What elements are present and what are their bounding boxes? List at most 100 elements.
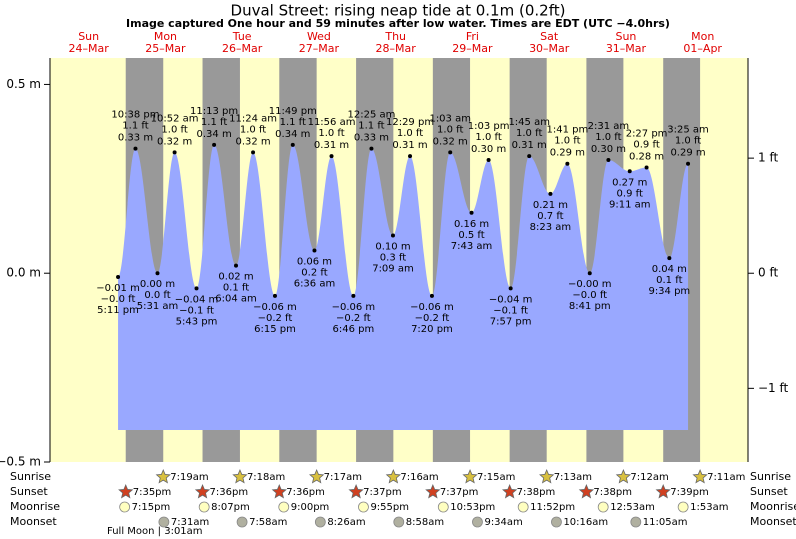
sunset-time: 7:38pm (517, 487, 556, 498)
tide-point (408, 154, 413, 159)
tide-label: 6:15 pm (254, 324, 296, 335)
tide-label: −0.1 ft (179, 305, 214, 316)
tide-label: 10:52 am (151, 113, 199, 124)
tide-label: 7:09 am (372, 263, 414, 274)
water-area (118, 144, 689, 430)
tide-label: −0.04 m (175, 294, 219, 305)
tide-label: 6:46 pm (333, 324, 375, 335)
chart-subtitle: Image captured One hour and 59 minutes a… (126, 17, 670, 30)
tide-point (667, 256, 672, 261)
tide-label: 5:11 pm (97, 305, 139, 316)
tide-label: 1.0 ft (554, 136, 580, 147)
tide-label: 0.16 m (454, 219, 489, 230)
tide-label: −0.2 ft (415, 313, 450, 324)
tide-point (606, 157, 611, 162)
tide-label: 9:11 am (609, 199, 651, 210)
tide-label: 11:49 pm (269, 106, 317, 117)
tide-label: 11:56 am (308, 117, 356, 128)
tide-label: 0.06 m (297, 257, 332, 268)
tide-label: 2:31 am (588, 121, 630, 132)
tide-point (172, 150, 177, 155)
day-date: 29–Mar (452, 42, 493, 55)
tide-label: 0.31 m (314, 140, 349, 151)
tide-label: 5:43 pm (176, 316, 218, 327)
sunrise-icon (385, 468, 401, 484)
day-date: 25–Mar (145, 42, 186, 55)
row-label: Sunset (750, 485, 788, 498)
moonrise-icon (278, 501, 290, 513)
tide-label: −0.06 m (410, 302, 454, 313)
tide-label: 0.30 m (471, 144, 506, 155)
tide-point (429, 293, 434, 298)
tide-point (194, 286, 199, 291)
tide-label: 1.1 ft (122, 121, 148, 132)
sunrise-time: 7:17am (324, 472, 362, 483)
tide-label: 1.0 ft (595, 132, 621, 143)
day-date: 01–Apr (683, 42, 722, 55)
tide-point (627, 169, 632, 174)
tide-label: 0.32 m (235, 136, 270, 147)
sunset-time: 7:36pm (286, 487, 325, 498)
tide-label: 1.0 ft (318, 128, 344, 139)
sunrise-icon (539, 468, 555, 484)
day-name: Fri (466, 30, 479, 43)
tide-label: 1.1 ft (358, 121, 384, 132)
tide-label: 11:24 am (229, 113, 277, 124)
row-label: Sunrise (10, 470, 51, 483)
moonset-icon (630, 516, 642, 528)
row-label: Moonset (10, 515, 57, 528)
day-name: Mon (691, 30, 714, 43)
tide-label: −0.0 ft (572, 290, 607, 301)
sunrise-icon (232, 468, 248, 484)
tide-point (251, 150, 256, 155)
tide-point (587, 271, 592, 276)
moonrise-time: 9:00pm (291, 502, 330, 513)
row-label: Moonset (750, 515, 796, 528)
tide-label: 0.32 m (433, 136, 468, 147)
tide-label: −0.06 m (253, 302, 297, 313)
sunrise-icon (462, 468, 478, 484)
tide-point (116, 274, 121, 279)
tide-label: 0.10 m (375, 241, 410, 252)
tide-label: 0.00 m (140, 279, 175, 290)
sunrise-time: 7:11am (707, 472, 745, 483)
plot-layer: 0.5 m 0.0 m −0.5 m 1 ft 0 ft −1 ft (0, 58, 789, 469)
tide-label: 12:25 am (348, 110, 396, 121)
tide-label: 1:03 pm (468, 121, 510, 132)
sunset-time: 7:35pm (133, 487, 172, 498)
moonset-icon (314, 516, 326, 528)
tide-label: 0.30 m (591, 144, 626, 155)
tide-label: −0.01 m (96, 283, 140, 294)
tide-label: −0.06 m (332, 302, 376, 313)
tide-label: 7:20 pm (411, 324, 453, 335)
moonrise-time: 12:53am (610, 502, 655, 513)
sunrise-time: 7:15am (477, 472, 515, 483)
tide-point (527, 154, 532, 159)
moonset-icon (551, 516, 562, 528)
tide-label: 0.29 m (550, 148, 585, 159)
moonrise-time: 8:07pm (211, 502, 250, 513)
day-name: Sun (78, 30, 99, 43)
moonrise-icon (517, 501, 529, 513)
tide-label: 1.0 ft (437, 124, 463, 135)
moonrise-icon (198, 501, 210, 513)
moonrise-icon (677, 501, 689, 513)
tide-point (644, 165, 649, 170)
tide-point (390, 233, 395, 238)
tide-point (234, 263, 239, 268)
tide-label: 1.1 ft (201, 117, 227, 128)
tide-label: 1.0 ft (161, 124, 187, 135)
tide-label: −0.2 ft (336, 313, 371, 324)
tide-label: 1.0 ft (675, 136, 701, 147)
sunrise-time: 7:13am (554, 472, 592, 483)
y-tick-label: 0.5 m (6, 77, 41, 91)
tide-label: 1:41 pm (547, 125, 589, 136)
tide-point (448, 150, 453, 155)
tide-label: 0.1 ft (223, 283, 249, 294)
moonset-icon (472, 516, 483, 528)
tide-label: 1:45 am (508, 117, 550, 128)
moonset-icon (158, 516, 170, 528)
tide-label: 0.1 ft (656, 275, 682, 286)
day-name: Wed (307, 30, 331, 43)
tide-point (508, 286, 513, 291)
